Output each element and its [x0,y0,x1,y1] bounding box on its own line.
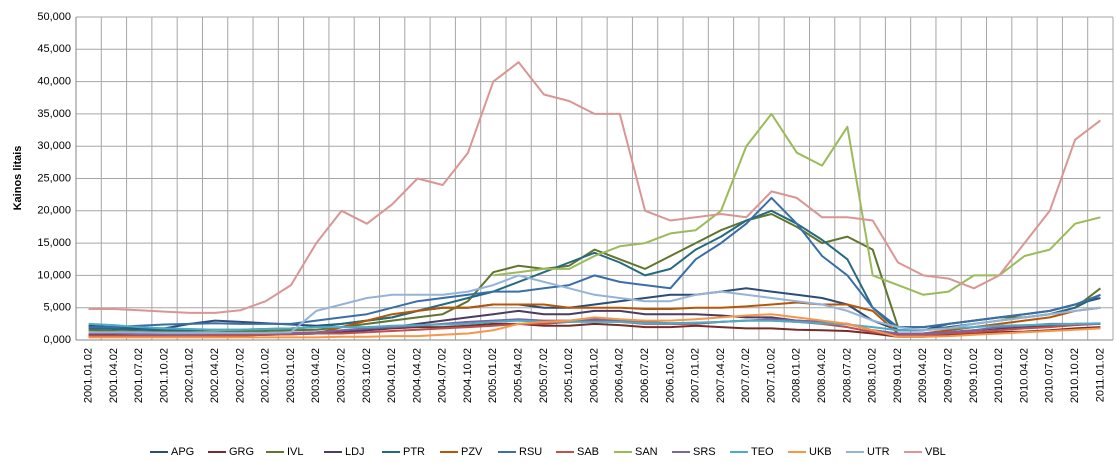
x-tick-label: 2003.10.02 [361,348,373,403]
y-tick-label: 5,000 [43,302,71,314]
legend-label: SAB [577,446,599,458]
x-tick-label: 2001.04.02 [108,348,120,403]
legend-label: SAN [635,446,658,458]
legend-label: VBL [925,446,946,458]
y-tick-label: 35,000 [37,108,71,120]
x-tick-label: 2010.04.02 [1018,348,1030,403]
y-axis-label: Kainos litais [12,146,24,211]
x-tick-label: 2009.04.02 [917,348,929,403]
x-tick-label: 2007.01.02 [690,348,702,403]
series-line [88,209,1101,332]
x-tick-label: 2005.04.02 [513,348,525,403]
x-tick-label: 2009.10.02 [968,348,980,403]
x-tick-label: 2003.04.02 [310,348,322,403]
legend-label: APG [171,446,194,458]
x-tick-label: 2001.01.02 [83,348,95,403]
x-tick-label: 2003.07.02 [335,348,347,403]
y-tick-label: 25,000 [37,172,71,184]
x-tick-label: 2009.01.02 [892,348,904,403]
x-tick-label: 2002.04.02 [209,348,221,403]
x-tick-label: 2001.07.02 [133,348,145,403]
series-line [88,313,1101,339]
legend-label: UKB [809,446,832,458]
x-tick-label: 2005.10.02 [563,348,575,403]
y-tick-label: 50,000 [37,11,71,23]
x-tick-label: 2002.10.02 [260,348,272,403]
y-tick-label: 40,000 [37,76,71,88]
series-line [88,196,1101,329]
series-line [88,274,1101,334]
x-tick-label: 2008.01.02 [791,348,803,403]
legend-label: IVL [287,446,304,458]
legend-label: UTR [867,446,890,458]
x-tick-label: 2002.01.02 [184,348,196,403]
x-tick-label: 2005.07.02 [538,348,550,403]
series-line [88,213,1102,334]
x-tick-label: 2008.04.02 [816,348,828,403]
x-tick-label: 2007.07.02 [740,348,752,403]
legend-label: TEO [751,446,774,458]
y-tick-label: 15,000 [37,237,71,249]
x-tick-label: 2008.07.02 [841,348,853,403]
series-line [88,319,1101,338]
x-tick-label: 2009.07.02 [943,348,955,403]
x-tick-label: 2006.01.02 [588,348,600,403]
x-tick-label: 2010.10.02 [1069,348,1081,403]
legend-label: PZV [461,446,483,458]
y-tick-label: 45,000 [37,43,71,55]
x-tick-label: 2006.04.02 [614,348,626,403]
y-tick-label: 30,000 [37,140,71,152]
x-tick-label: 2010.01.02 [993,348,1005,403]
x-tick-label: 2010.07.02 [1044,348,1056,403]
y-tick-label: 10,000 [37,269,71,281]
y-tick-label: 20,000 [37,205,71,217]
series-line [493,112,1101,296]
x-tick-label: 2007.10.02 [765,348,777,403]
x-tick-label: 2003.01.02 [285,348,297,403]
x-tick-label: 2011.01.02 [1094,348,1106,402]
legend-label: GRG [229,446,254,458]
x-tick-label: 2005.01.02 [487,348,499,403]
x-tick-label: 2006.07.02 [639,348,651,403]
x-tick-label: 2004.10.02 [462,348,474,403]
legend-label: SRS [693,446,716,458]
x-tick-label: 2007.04.02 [715,348,727,403]
x-tick-label: 2002.07.02 [234,348,246,403]
x-tick-label: 2001.10.02 [158,348,170,403]
x-tick-label: 2006.10.02 [664,348,676,403]
x-tick-label: 2004.07.02 [437,348,449,403]
y-tick-label: 0,000 [43,334,71,346]
series-line [88,287,1101,332]
x-tick-label: 2004.01.02 [386,348,398,403]
x-tick-label: 2004.04.02 [411,348,423,403]
legend-label: LDJ [345,446,365,458]
legend-label: PTR [403,446,425,458]
legend-label: RSU [519,446,542,458]
x-tick-label: 2008.10.02 [867,348,879,403]
series-line [88,61,1102,314]
